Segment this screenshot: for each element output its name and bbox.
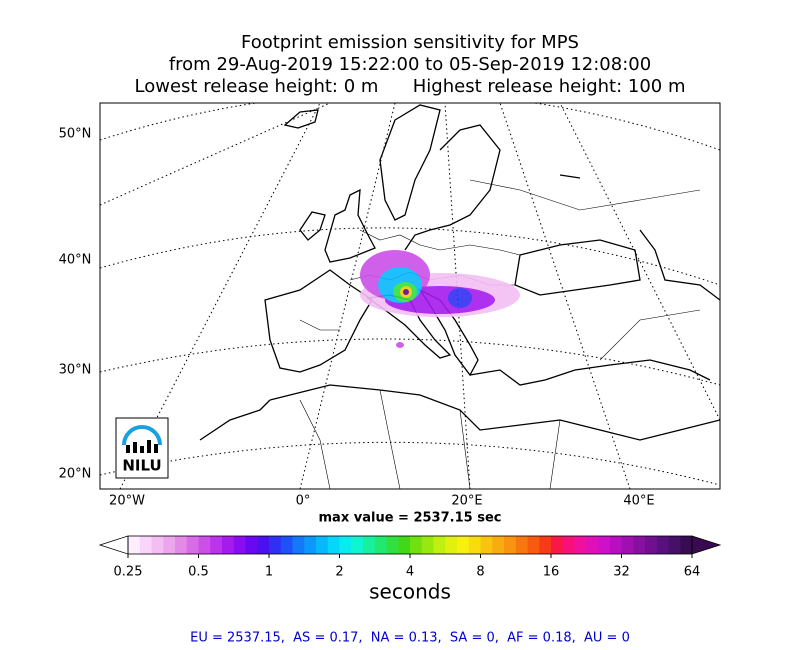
colorbar-segment [457,536,470,554]
colorbar-segment [269,536,282,554]
footprint [360,250,520,348]
colorbar-tick-label: 0.5 [188,565,209,580]
colorbar-segment [645,536,658,554]
colorbar-segment [175,536,188,554]
lat-label: 50°N [59,127,92,142]
colorbar-segment [210,536,223,554]
colorbar-segment [421,536,434,554]
logo-text: NILU [122,457,161,475]
colorbar-tick-label: 16 [543,565,560,580]
lon-label: 0° [296,494,311,509]
colorbar: 0.25 0.5 1 2 4 8 16 32 64 [98,535,722,580]
title-line: Lowest release height: 0 m Highest relea… [135,76,686,97]
colorbar-tick-label: 32 [613,565,630,580]
title-line: from 29-Aug-2019 15:22:00 to 05-Sep-2019… [169,54,651,75]
lat-label: 20°N [59,467,92,482]
colorbar-segment [668,536,681,554]
graticule [100,103,720,489]
colorbar-segment [598,536,611,554]
colorbar-segment [515,536,528,554]
colorbar-segment [480,536,493,554]
colorbar-tick-label: 64 [684,565,701,580]
lat-label: 30°N [59,363,92,378]
colorbar-segment [398,536,411,554]
colorbar-segment [504,536,517,554]
colorbar-segment [633,536,646,554]
colorbar-segment [433,536,446,554]
colorbar-segment [374,536,387,554]
lat-label: 40°N [59,253,92,268]
colorbar-label: seconds [369,580,451,604]
map [100,103,720,489]
colorbar-tick-label: 8 [476,565,484,580]
map-frame [99,102,721,490]
title-line: Footprint emission sensitivity for MPS [241,32,579,53]
colorbar-segment [539,536,552,554]
colorbar-segment [445,536,458,554]
colorbar-segment [139,536,152,554]
colorbar-segment [680,536,693,554]
colorbar-segment [562,536,575,554]
colorbar-under [98,535,129,555]
colorbar-tick-label: 0.25 [114,565,143,580]
colorbar-segment [327,536,340,554]
colorbar-segment [304,536,317,554]
colorbar-segment [527,536,540,554]
colorbar-segment [233,536,246,554]
lon-label: 20°W [109,494,145,509]
colorbar-segment [186,536,199,554]
colorbar-tick-label: 1 [265,565,273,580]
colorbar-segment [586,536,599,554]
colorbar-segment [656,536,669,554]
colorbar-segment [222,536,235,554]
colorbar-segment [257,536,270,554]
lon-label: 40°E [623,494,654,509]
colorbar-segment [316,536,329,554]
colorbar-segment [621,536,634,554]
colorbar-segment [339,536,352,554]
colorbar-segment [151,536,164,554]
colorbar-segment [245,536,258,554]
colorbar-segment [363,536,376,554]
colorbar-segment [468,536,481,554]
logo: NILU [115,417,169,479]
colorbar-segment [574,536,587,554]
colorbar-segment [351,536,364,554]
colorbar-segment [292,536,305,554]
colorbar-segment [410,536,423,554]
colorbar-over [691,535,722,555]
colorbar-segment [492,536,505,554]
coastlines [199,104,720,441]
lon-label: 20°E [451,494,482,509]
colorbar-segment [609,536,622,554]
colorbar-segment [551,536,564,554]
colorbar-tick-label: 2 [335,565,343,580]
footer: EU = 2537.15, AS = 0.17, NA = 0.13, SA =… [190,631,630,646]
colorbar-segment [163,536,176,554]
colorbar-segment [198,536,211,554]
max-value: max value = 2537.15 sec [319,511,502,526]
colorbar-segment [280,536,293,554]
colorbar-segment [386,536,399,554]
colorbar-segment [128,536,141,554]
colorbar-tick-label: 4 [406,565,414,580]
